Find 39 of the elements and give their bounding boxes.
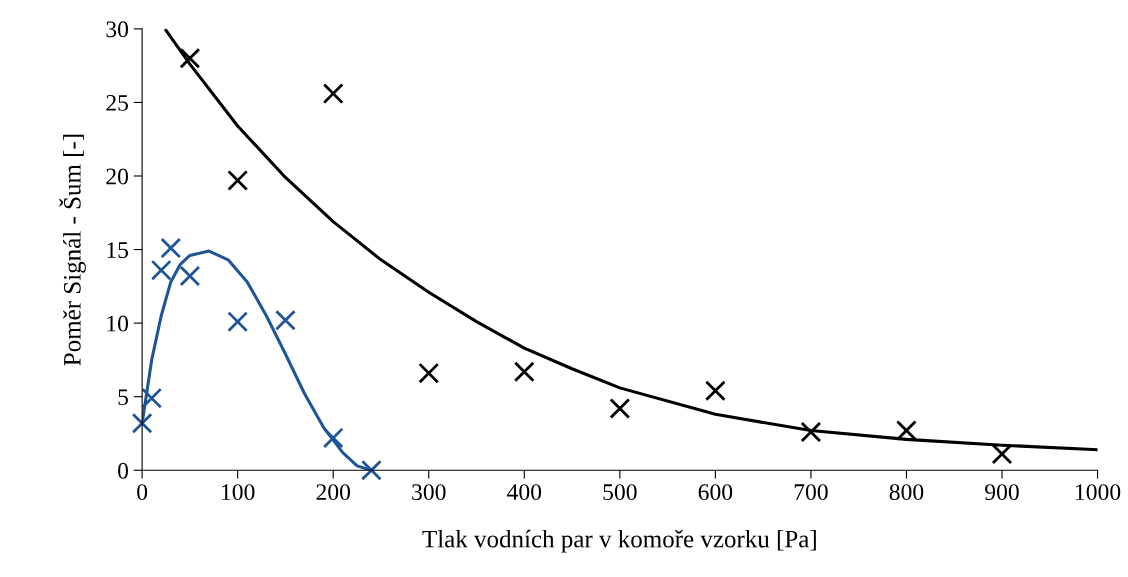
point — [991, 443, 1013, 465]
point — [800, 421, 822, 443]
point — [179, 265, 201, 287]
x-tick-label: 300 — [412, 484, 446, 501]
point — [275, 309, 296, 331]
point — [160, 237, 182, 259]
x-tick-label: 400 — [507, 484, 542, 501]
y-tick-label: 25 — [106, 94, 129, 111]
point — [150, 259, 172, 281]
point — [609, 398, 631, 419]
y-tick-label: 20 — [106, 168, 129, 185]
point — [322, 83, 344, 105]
x-tick-label: 0 — [137, 484, 148, 501]
point — [896, 420, 917, 441]
x-tick-label: 200 — [316, 484, 351, 501]
point — [322, 427, 344, 449]
point — [418, 362, 440, 384]
y-tick-label: 5 — [118, 389, 129, 406]
y-tick-label: 10 — [107, 315, 129, 332]
x-tick-label: 800 — [889, 484, 924, 501]
x-tick-label: 700 — [794, 484, 828, 501]
point — [227, 169, 249, 191]
point — [704, 380, 726, 402]
y-tick-label: 15 — [107, 242, 129, 258]
x-tick-label: 1000 — [1076, 484, 1121, 501]
point — [227, 311, 249, 333]
point — [361, 459, 382, 481]
x-tick-label: 100 — [222, 484, 255, 501]
point — [179, 47, 201, 69]
x-axis-title: Tlak vodních par v komoře vzorku [Pa] — [422, 529, 816, 553]
y-tick-label: 0 — [118, 462, 129, 479]
x-tick-label: 600 — [698, 484, 733, 501]
x-tick-label: 900 — [985, 484, 1019, 501]
y-axis-title: Poměr Signál - Šum [-] — [59, 134, 86, 366]
y-tick-label: 30 — [106, 21, 129, 38]
point — [131, 412, 153, 434]
point — [141, 387, 163, 409]
x-tick-label: 500 — [603, 484, 637, 501]
point — [513, 361, 535, 383]
